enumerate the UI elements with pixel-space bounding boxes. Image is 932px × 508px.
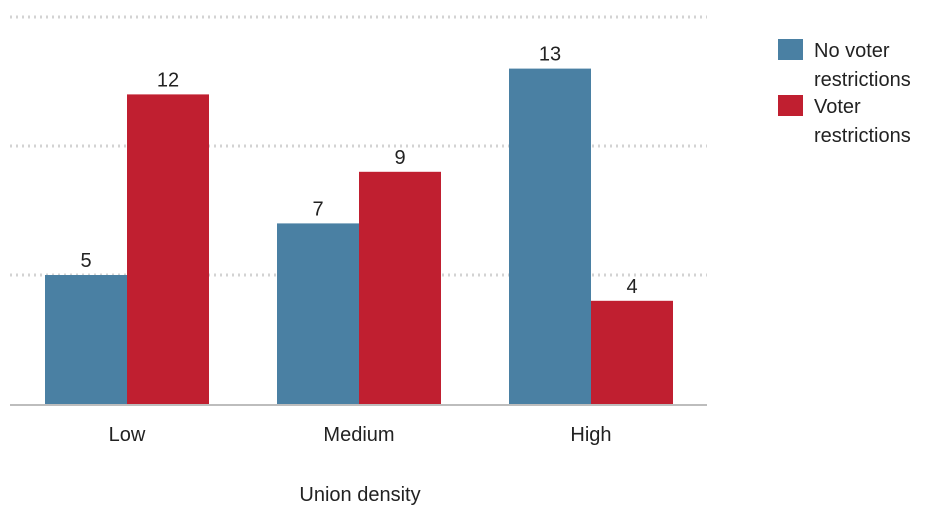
x-tick-label-medium: Medium <box>323 424 394 446</box>
bars <box>45 68 673 405</box>
legend-item-voter-restrictions: Voter restrictions <box>778 93 928 149</box>
x-tick-labels: Low Medium High <box>109 424 612 446</box>
bar-high-voter-restrictions <box>591 300 673 404</box>
bar-medium-no-voter-restrictions <box>277 223 359 404</box>
bar-label-low-no-voter-restrictions: 5 <box>80 250 91 272</box>
legend: No voter restrictions Voter restrictions <box>778 37 928 149</box>
legend-label-voter-restrictions: Voter restrictions <box>814 96 911 147</box>
legend-label-no-voter-restrictions: No voter restrictions <box>814 40 911 91</box>
x-tick-label-high: High <box>570 424 611 446</box>
legend-swatch-no-voter-restrictions <box>778 39 803 60</box>
bar-label-medium-no-voter-restrictions: 7 <box>312 198 323 220</box>
legend-swatch-voter-restrictions <box>778 95 803 116</box>
x-axis-title: Union density <box>299 484 420 506</box>
bar-label-high-no-voter-restrictions: 13 <box>539 44 561 66</box>
legend-item-no-voter-restrictions: No voter restrictions <box>778 37 928 93</box>
bar-high-no-voter-restrictions <box>509 68 591 404</box>
bar-label-medium-voter-restrictions: 9 <box>394 147 405 169</box>
bar-value-labels: 5 12 7 9 13 4 <box>80 44 637 298</box>
x-tick-label-low: Low <box>109 424 146 446</box>
bar-low-voter-restrictions <box>127 94 209 405</box>
bar-low-no-voter-restrictions <box>45 275 127 404</box>
bar-medium-voter-restrictions <box>359 171 441 404</box>
bar-label-low-voter-restrictions: 12 <box>157 69 179 91</box>
bar-label-high-voter-restrictions: 4 <box>626 276 637 298</box>
